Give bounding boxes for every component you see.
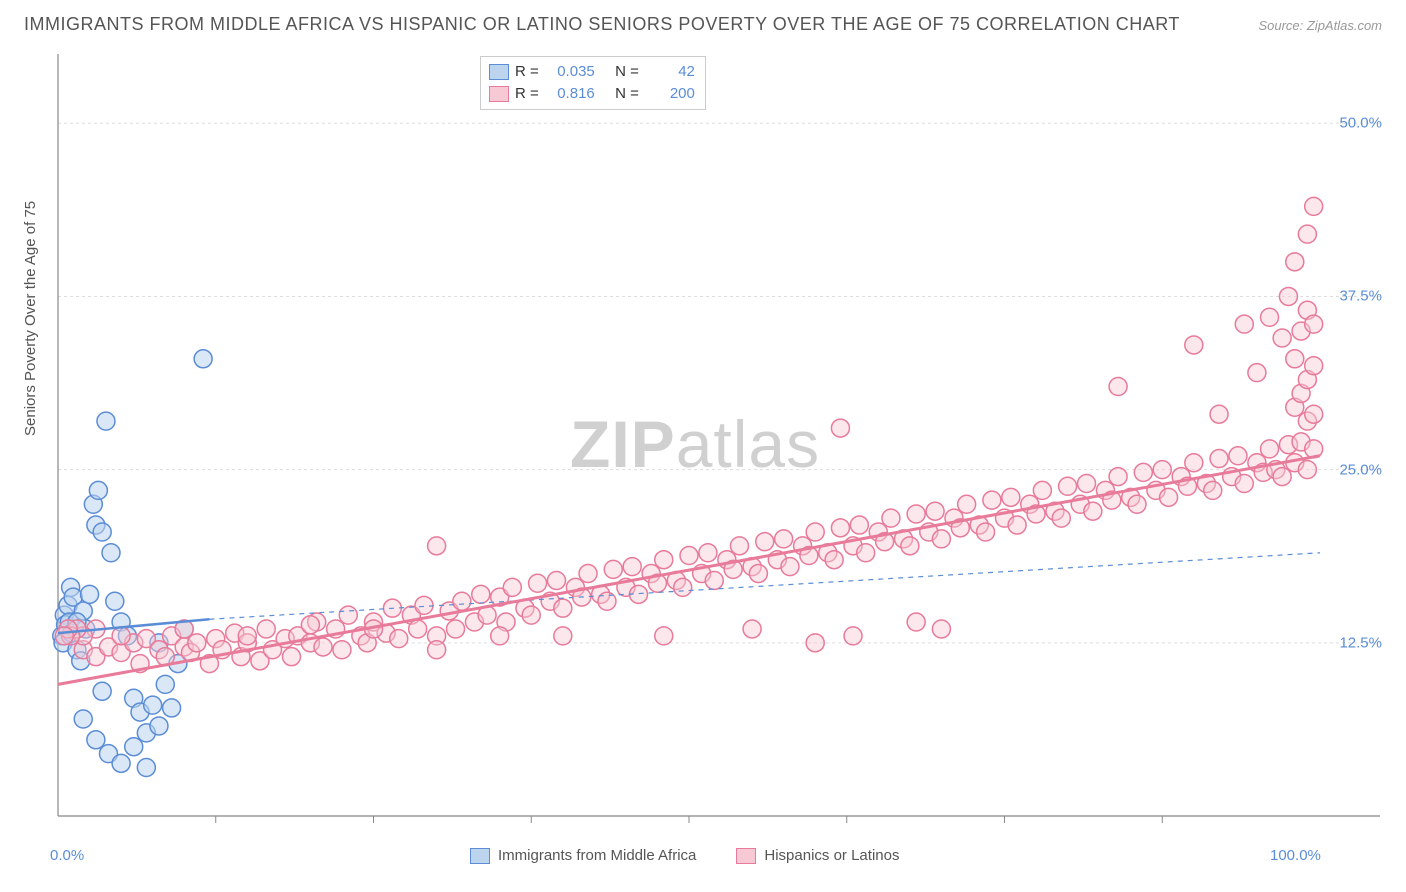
- scatter-plot: [50, 46, 1380, 836]
- legend-swatch: [489, 64, 509, 80]
- y-axis-label: Seniors Poverty Over the Age of 75: [22, 201, 39, 436]
- legend-stat-row: R =0.816 N =200: [489, 83, 695, 105]
- y-tick-label: 25.0%: [1339, 461, 1382, 478]
- legend-stats: R =0.035 N =42 R =0.816 N =200: [480, 56, 706, 110]
- x-tick-label: 0.0%: [50, 847, 84, 864]
- legend-series-item: Hispanics or Latinos: [736, 847, 899, 864]
- legend-series-item: Immigrants from Middle Africa: [470, 847, 696, 864]
- source-attribution: Source: ZipAtlas.com: [1258, 18, 1382, 33]
- legend-series: Immigrants from Middle Africa Hispanics o…: [470, 847, 899, 864]
- y-tick-label: 50.0%: [1339, 115, 1382, 132]
- legend-stat-row: R =0.035 N =42: [489, 61, 695, 83]
- legend-swatch: [470, 848, 490, 864]
- y-tick-label: 37.5%: [1339, 288, 1382, 305]
- chart-title: IMMIGRANTS FROM MIDDLE AFRICA VS HISPANI…: [24, 14, 1180, 35]
- y-tick-label: 12.5%: [1339, 634, 1382, 651]
- legend-swatch: [736, 848, 756, 864]
- chart-area: Seniors Poverty Over the Age of 75 ZIPat…: [50, 46, 1380, 836]
- x-tick-label: 100.0%: [1270, 847, 1321, 864]
- legend-swatch: [489, 86, 509, 102]
